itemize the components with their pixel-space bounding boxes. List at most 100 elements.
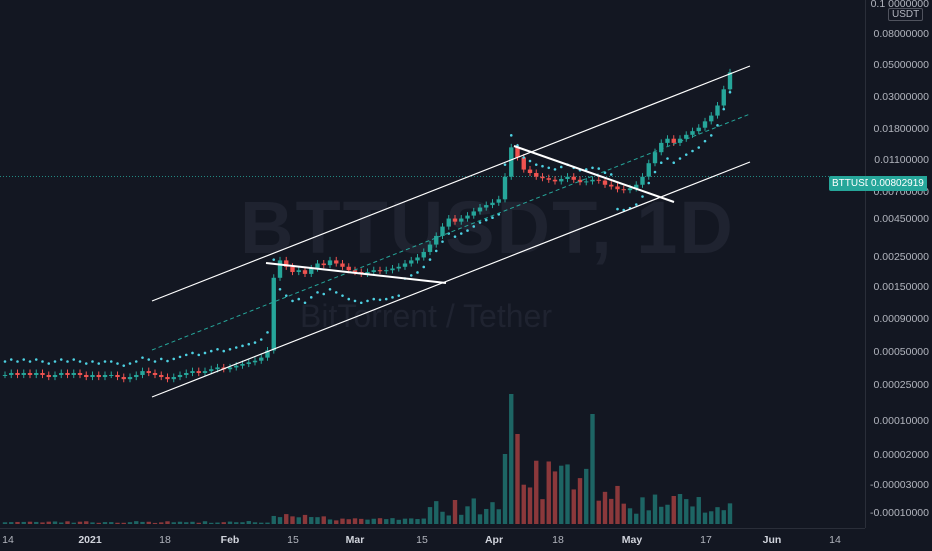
candle-body (290, 267, 294, 272)
volume-bar (97, 523, 101, 524)
psar-dot (654, 171, 657, 174)
currency-badge[interactable]: USDT (888, 8, 923, 21)
candle-body (103, 375, 107, 377)
psar-dot (641, 195, 644, 198)
volume-bar (503, 454, 507, 524)
psar-dot (247, 343, 250, 346)
volume-bar (215, 523, 219, 524)
psar-dot (710, 134, 713, 137)
volume-bar (328, 519, 332, 524)
psar-dot (660, 161, 663, 164)
candle-body (384, 270, 388, 271)
candle-body (672, 139, 676, 143)
candle-body (378, 270, 382, 271)
volume-bar (340, 519, 344, 524)
psar-dot (522, 156, 525, 159)
volume-bar (578, 478, 582, 524)
volume-bar (553, 471, 557, 524)
volume-bar (659, 507, 663, 524)
psar-dot (85, 362, 88, 365)
volume-bar (640, 497, 644, 524)
candle-body (490, 203, 494, 205)
psar-dot (597, 167, 600, 170)
psar-dot (329, 288, 332, 291)
psar-dot (366, 300, 369, 303)
psar-dot (79, 360, 82, 363)
volume-bar (234, 522, 238, 524)
psar-dot (60, 358, 63, 361)
price-axis-label: 0.01800000 (874, 123, 929, 135)
psar-dot (254, 341, 257, 344)
volume-bar (428, 507, 432, 524)
volume-bar (715, 507, 719, 524)
time-axis[interactable]: 14 2021 18 Feb 15 Mar 15 Apr 18 May 17 Jun 14 (0, 528, 865, 551)
psar-dot (122, 364, 125, 367)
candle-body (428, 245, 432, 252)
psar-dot (47, 362, 50, 365)
psar-dot (697, 146, 700, 149)
candle-body (553, 180, 557, 182)
candle-body (503, 177, 507, 200)
candle-body (609, 185, 613, 187)
psar-dot (216, 348, 219, 351)
volume-bar (590, 414, 594, 524)
price-chart[interactable] (0, 0, 865, 528)
candle-body (78, 373, 82, 375)
volume-bar (134, 521, 138, 524)
candle-body (84, 375, 88, 377)
price-axis-label: 0.00150000 (874, 281, 929, 293)
volume-bar (409, 518, 413, 524)
price-axis[interactable]: 0.1 0000000 0.08000000 0.05000000 0.0300000… (865, 0, 932, 528)
volume-bar (128, 522, 132, 524)
time-axis-label: 14 (2, 534, 14, 546)
psar-dot (360, 301, 363, 304)
volume-bar (697, 497, 701, 524)
candle-body (140, 371, 144, 375)
volume-bar (203, 521, 207, 524)
volume-bar (565, 464, 569, 524)
channel-midline (152, 114, 750, 350)
psar-dot (454, 235, 457, 238)
candle-body (28, 373, 32, 375)
time-axis-label: Jun (763, 534, 782, 546)
psar-dot (191, 352, 194, 355)
candle-body (390, 268, 394, 270)
candle-body (628, 188, 632, 190)
volume-bar (497, 509, 501, 524)
chart-pane[interactable]: BTTUSDT, 1D BitTorrent / Tether (0, 0, 865, 528)
volume-bar (484, 509, 488, 524)
candle-body (309, 268, 313, 273)
volume-bar (122, 523, 126, 524)
candle-body (334, 260, 338, 263)
volume-bar (353, 518, 357, 524)
volume-bar (647, 510, 651, 524)
psar-dot (285, 294, 288, 297)
volume-bar (634, 514, 638, 524)
psar-dot (322, 293, 325, 296)
time-axis-label: Feb (221, 534, 240, 546)
candle-body (134, 375, 138, 377)
candle-body (715, 105, 719, 115)
price-axis-label: 0.00450000 (874, 213, 929, 225)
candle-body (65, 373, 69, 375)
candle-body (259, 358, 263, 361)
volume-bar (528, 487, 532, 524)
psar-dot (297, 298, 300, 301)
candle-body (272, 278, 276, 351)
psar-dot (379, 299, 382, 302)
time-axis-label: Apr (485, 534, 503, 546)
volume-bar (472, 498, 476, 524)
volume-bar (28, 522, 32, 524)
volume-bar (165, 521, 169, 524)
volume-bar (722, 510, 726, 524)
candle-body (528, 170, 532, 173)
candle-body (190, 371, 194, 373)
psar-dot (116, 362, 119, 365)
time-axis-label: 14 (829, 534, 841, 546)
psar-dot (504, 163, 507, 166)
candle-body (665, 139, 669, 143)
candle-body (9, 373, 13, 375)
price-axis-label: 0.00050000 (874, 346, 929, 358)
volume-bar (159, 522, 163, 524)
volume-bar (259, 523, 263, 524)
